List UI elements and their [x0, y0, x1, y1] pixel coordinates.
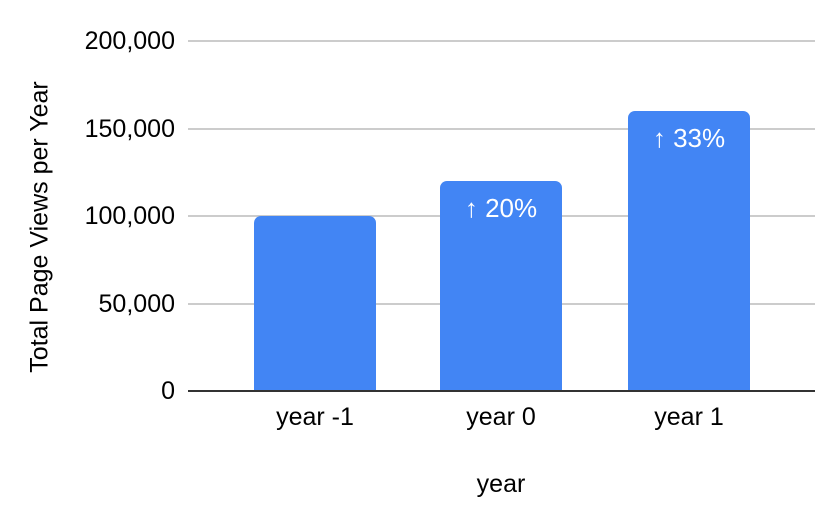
bar-percent-label: ↑ 20%	[464, 193, 538, 223]
y-tick-label: 50,000	[98, 289, 175, 318]
x-tick-label: year -1	[276, 403, 354, 431]
bar-percent-label: ↑ 33%	[652, 123, 726, 153]
x-tick-label: year 0	[466, 403, 536, 431]
gridline	[188, 127, 815, 130]
gridline	[188, 40, 815, 42]
bar	[628, 111, 750, 391]
bar	[440, 181, 562, 391]
y-tick-label: 100,000	[84, 202, 175, 230]
y-tick-label: 200,000	[84, 27, 175, 55]
x-axis-line	[188, 390, 815, 392]
bar	[254, 216, 376, 391]
y-tick-label: 0	[161, 377, 175, 405]
x-tick-label: year 1	[654, 403, 724, 431]
x-axis-title: year	[476, 470, 526, 498]
y-tick-label: 150,000	[84, 114, 175, 143]
